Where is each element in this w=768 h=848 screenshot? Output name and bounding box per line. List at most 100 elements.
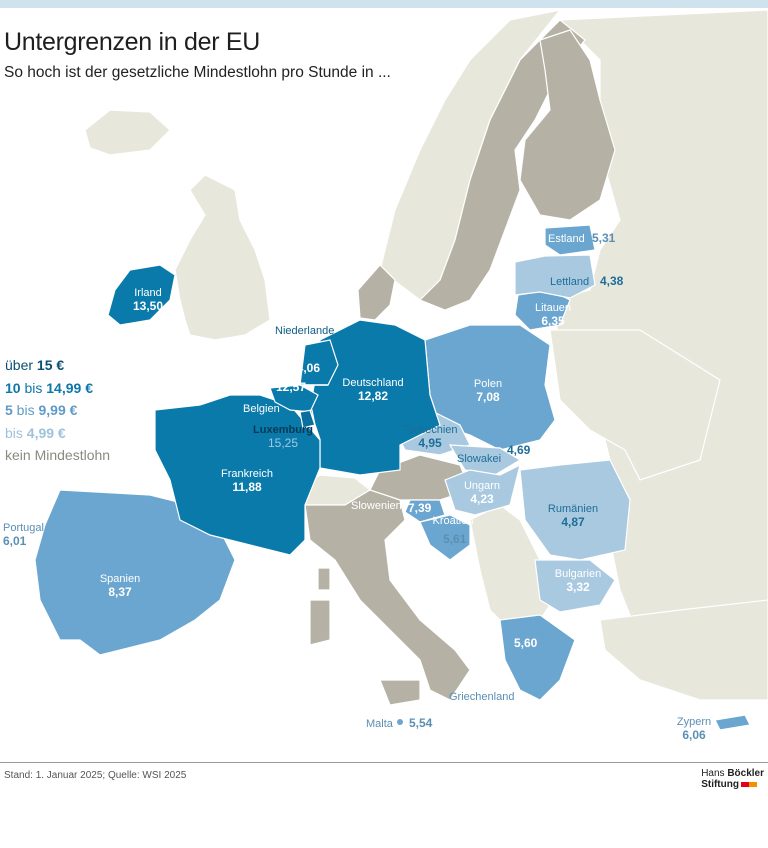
label-lettland-value: 4,38 xyxy=(600,274,624,288)
land-great-britain xyxy=(174,174,271,341)
label-estland-value: 5,31 xyxy=(592,231,616,245)
land-ukraine xyxy=(549,329,721,481)
country-latvia xyxy=(514,254,596,299)
label-frankreich-value: 11,88 xyxy=(232,480,262,494)
label-bulgarien: Bulgarien 3,32 xyxy=(555,568,601,594)
legend-item-10: 10 bis 14,99 € xyxy=(5,377,110,400)
label-griechenland-name: Griechenland xyxy=(449,691,515,703)
label-portugal: Portugal 6,01 xyxy=(3,522,44,548)
label-spanien-name: Spanien xyxy=(99,573,141,585)
label-malta-value-wrap: 5,54 xyxy=(409,717,432,730)
label-polen-name: Polen xyxy=(473,378,503,390)
value-belgien: 12,57 xyxy=(276,380,307,394)
country-croatia xyxy=(419,514,471,561)
label-irland: Irland 13,50 xyxy=(133,287,163,313)
page-subtitle: So hoch ist der gesetzliche Mindestlohn … xyxy=(4,64,391,81)
label-polen-value: 7,08 xyxy=(476,390,500,404)
source-note: Stand: 1. Januar 2025; Quelle: WSI 2025 xyxy=(4,770,187,781)
label-litauen-name: Litauen xyxy=(534,302,572,314)
label-estland-value-wrap: 5,31 xyxy=(592,232,615,245)
legend-0-mid: bis xyxy=(5,424,27,441)
legend-15plus-prefix: über xyxy=(5,357,37,373)
label-griechenland-value: 5,60 xyxy=(514,636,538,650)
label-slowakei-name: Slowakei xyxy=(457,453,502,465)
legend-10-to: 14,99 € xyxy=(46,379,93,396)
logo-boeckler: Böckler xyxy=(727,768,764,779)
europe-map xyxy=(34,9,768,731)
label-zypern-name: Zypern xyxy=(676,716,712,728)
country-hungary xyxy=(444,463,521,516)
country-romania xyxy=(519,459,631,561)
legend-15plus-value: 15 € xyxy=(36,357,65,373)
legend-5-mid: bis xyxy=(12,402,39,418)
label-kroatien-value: 5,61 xyxy=(443,532,467,546)
label-spanien-value: 8,37 xyxy=(108,585,132,599)
label-tschechien-value: 4,95 xyxy=(418,436,442,450)
label-frankreich-name: Frankreich xyxy=(221,468,273,480)
label-ungarn-value: 4,23 xyxy=(470,492,494,506)
country-estonia xyxy=(544,224,596,256)
label-zypern: Zypern 6,06 xyxy=(677,716,711,742)
label-bulgarien-value: 3,32 xyxy=(566,580,590,594)
label-griechenland-value-wrap: 5,60 xyxy=(514,637,537,650)
country-greece xyxy=(499,614,576,701)
label-lettland-value-wrap: 4,38 xyxy=(600,275,623,288)
label-luxemburg: Luxemburg 15,25 xyxy=(253,424,313,450)
country-netherlands xyxy=(299,339,339,386)
label-irland-value: 13,50 xyxy=(132,299,164,313)
label-lettland-name: Lettland xyxy=(550,276,590,288)
country-slovakia xyxy=(448,444,522,476)
country-finland xyxy=(519,29,616,221)
logo-color-bar-icon xyxy=(740,781,757,787)
logo-stiftung: Stiftung xyxy=(701,779,739,790)
label-kroatien: Kroatien xyxy=(433,515,474,528)
logo-hans: Hans xyxy=(701,768,728,779)
label-spanien: Spanien 8,37 xyxy=(100,573,140,599)
label-irland-name: Irland xyxy=(134,287,162,299)
legend-5-from: 5 xyxy=(5,402,13,418)
legend-item-0: bis 4,99 € xyxy=(5,422,110,445)
label-slowakei-value-wrap: 4,69 xyxy=(507,444,530,457)
value-niederlande: 14,06 xyxy=(290,361,321,375)
land-turkey xyxy=(599,599,768,701)
label-malta-name: Malta xyxy=(366,718,393,730)
map-legend: über 15 € 10 bis 14,99 € 5 bis 9,99 € bi… xyxy=(5,354,110,467)
country-bulgaria xyxy=(534,559,616,613)
border-lines xyxy=(300,384,328,441)
label-slowenien-value-wrap: 7,39 xyxy=(408,502,431,515)
legend-5-to: 9,99 € xyxy=(38,402,78,418)
label-kroatien-value-wrap: 5,61 xyxy=(443,533,466,546)
hans-boeckler-logo: Hans Böckler Stiftung xyxy=(701,768,764,790)
label-rumaenien: Rumänien 4,87 xyxy=(548,503,598,529)
legend-item-15plus: über 15 € xyxy=(5,354,110,377)
label-ungarn: Ungarn 4,23 xyxy=(464,480,500,506)
label-malta-value: 5,54 xyxy=(409,716,433,730)
label-estland-name: Estland xyxy=(548,233,585,245)
label-ungarn-name: Ungarn xyxy=(463,480,501,492)
country-denmark xyxy=(357,264,396,321)
label-slowenien-value: 7,39 xyxy=(408,501,432,515)
label-belgien-value: 12,57 xyxy=(276,381,306,394)
label-bulgarien-name: Bulgarien xyxy=(554,568,602,580)
page-title: Untergrenzen in der EU xyxy=(4,28,261,56)
label-portugal-name: Portugal xyxy=(3,522,44,534)
country-france xyxy=(154,394,321,556)
label-zypern-value: 6,06 xyxy=(682,728,706,742)
land-iceland xyxy=(84,109,171,156)
label-deutschland-value: 12,82 xyxy=(357,389,389,403)
country-sardinia xyxy=(309,599,331,646)
legend-item-none: kein Mindestlohn xyxy=(5,447,111,463)
country-cyprus xyxy=(714,714,751,731)
label-deutschland-name: Deutschland xyxy=(342,377,404,389)
label-litauen: Litauen 6,35 xyxy=(535,302,571,328)
country-malta-dot xyxy=(397,719,403,725)
footer-divider xyxy=(0,762,768,763)
label-rumaenien-value: 4,87 xyxy=(561,515,585,529)
label-polen: Polen 7,08 xyxy=(474,378,502,404)
country-sicily xyxy=(379,679,421,706)
label-tschechien-name: Tschechien xyxy=(402,424,458,436)
label-slowenien-name: Slowenien xyxy=(351,500,402,512)
label-litauen-value: 6,35 xyxy=(541,314,565,328)
label-niederlande-value: 14,06 xyxy=(290,362,320,375)
label-slowakei-value: 4,69 xyxy=(507,443,531,457)
